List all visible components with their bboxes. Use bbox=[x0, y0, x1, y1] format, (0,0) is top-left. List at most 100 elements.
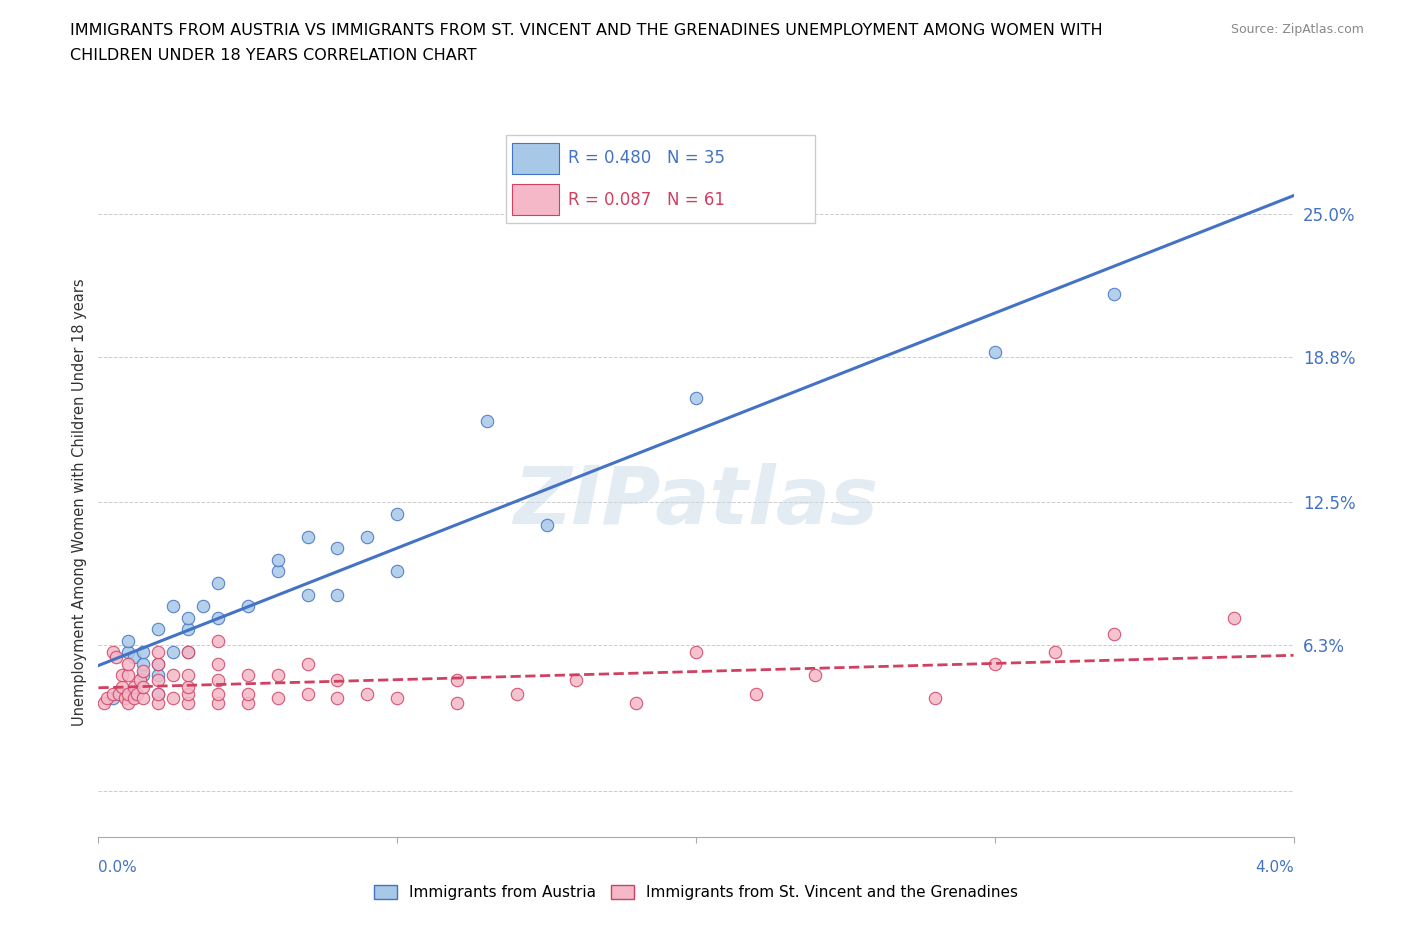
Point bbox=[148, 622, 170, 637]
Point bbox=[207, 686, 229, 701]
Text: 0.0%: 0.0% bbox=[98, 860, 138, 875]
Point bbox=[446, 696, 468, 711]
Point bbox=[105, 649, 128, 664]
Point bbox=[983, 345, 1005, 360]
FancyBboxPatch shape bbox=[512, 184, 558, 215]
Point bbox=[177, 644, 200, 659]
Text: IMMIGRANTS FROM AUSTRIA VS IMMIGRANTS FROM ST. VINCENT AND THE GRENADINES UNEMPL: IMMIGRANTS FROM AUSTRIA VS IMMIGRANTS FR… bbox=[70, 23, 1102, 38]
Point bbox=[177, 696, 200, 711]
Point bbox=[1102, 627, 1125, 642]
Point bbox=[446, 672, 468, 687]
Point bbox=[177, 610, 200, 625]
Point bbox=[148, 672, 170, 687]
Point bbox=[207, 576, 229, 591]
Point bbox=[745, 686, 768, 701]
Point bbox=[103, 686, 125, 701]
Point bbox=[385, 564, 409, 578]
Point bbox=[207, 696, 229, 711]
Point bbox=[148, 686, 170, 701]
Point bbox=[93, 696, 115, 711]
Point bbox=[148, 696, 170, 711]
Point bbox=[267, 668, 290, 683]
Point bbox=[124, 649, 146, 664]
Text: 4.0%: 4.0% bbox=[1254, 860, 1294, 875]
Point bbox=[103, 691, 125, 706]
Point bbox=[356, 529, 378, 544]
Point bbox=[117, 644, 139, 659]
Point bbox=[326, 691, 349, 706]
Point bbox=[129, 672, 152, 687]
Text: ZIPatlas: ZIPatlas bbox=[513, 463, 879, 541]
FancyBboxPatch shape bbox=[512, 143, 558, 174]
Point bbox=[96, 691, 118, 706]
Point bbox=[385, 691, 409, 706]
Point bbox=[385, 506, 409, 521]
Point bbox=[124, 680, 146, 695]
Point bbox=[114, 691, 136, 706]
Point bbox=[1102, 287, 1125, 302]
Point bbox=[124, 691, 146, 706]
Point bbox=[117, 686, 139, 701]
Point bbox=[536, 518, 558, 533]
Point bbox=[356, 686, 378, 701]
Text: R = 0.480   N = 35: R = 0.480 N = 35 bbox=[568, 149, 725, 167]
Point bbox=[207, 672, 229, 687]
Y-axis label: Unemployment Among Women with Children Under 18 years: Unemployment Among Women with Children U… bbox=[72, 278, 87, 726]
Point bbox=[475, 414, 498, 429]
Point bbox=[132, 691, 155, 706]
Point bbox=[326, 541, 349, 556]
Point bbox=[1222, 610, 1246, 625]
Point bbox=[177, 644, 200, 659]
Point bbox=[297, 686, 319, 701]
Point bbox=[177, 680, 200, 695]
Point bbox=[297, 587, 319, 602]
Point bbox=[108, 686, 131, 701]
Point bbox=[148, 644, 170, 659]
Point bbox=[267, 564, 290, 578]
Point bbox=[148, 686, 170, 701]
Point bbox=[103, 644, 125, 659]
Point bbox=[177, 622, 200, 637]
Point bbox=[132, 657, 155, 671]
Point bbox=[148, 668, 170, 683]
Point bbox=[132, 680, 155, 695]
Point bbox=[162, 668, 184, 683]
Point bbox=[326, 587, 349, 602]
Point bbox=[506, 686, 529, 701]
Point bbox=[1043, 644, 1066, 659]
Point bbox=[236, 686, 259, 701]
Point bbox=[111, 668, 134, 683]
Point bbox=[685, 391, 707, 405]
Text: Source: ZipAtlas.com: Source: ZipAtlas.com bbox=[1230, 23, 1364, 36]
Point bbox=[297, 657, 319, 671]
Point bbox=[111, 686, 134, 701]
Point bbox=[236, 599, 259, 614]
Point bbox=[191, 599, 214, 614]
Point bbox=[326, 672, 349, 687]
FancyBboxPatch shape bbox=[506, 135, 815, 223]
Point bbox=[685, 644, 707, 659]
Point bbox=[804, 668, 827, 683]
Point bbox=[565, 672, 588, 687]
Point bbox=[177, 686, 200, 701]
Point bbox=[117, 633, 139, 648]
Point bbox=[162, 691, 184, 706]
Point bbox=[127, 686, 149, 701]
Point bbox=[177, 668, 200, 683]
Point bbox=[117, 657, 139, 671]
Point bbox=[111, 680, 134, 695]
Point bbox=[148, 657, 170, 671]
Point bbox=[267, 552, 290, 567]
Point bbox=[236, 696, 259, 711]
Point bbox=[117, 696, 139, 711]
Point bbox=[162, 644, 184, 659]
Point bbox=[162, 599, 184, 614]
Point bbox=[983, 657, 1005, 671]
Point bbox=[624, 696, 647, 711]
Point bbox=[267, 691, 290, 706]
Point bbox=[132, 668, 155, 683]
Point bbox=[236, 668, 259, 683]
Point bbox=[207, 610, 229, 625]
Point bbox=[924, 691, 946, 706]
Point bbox=[132, 663, 155, 678]
